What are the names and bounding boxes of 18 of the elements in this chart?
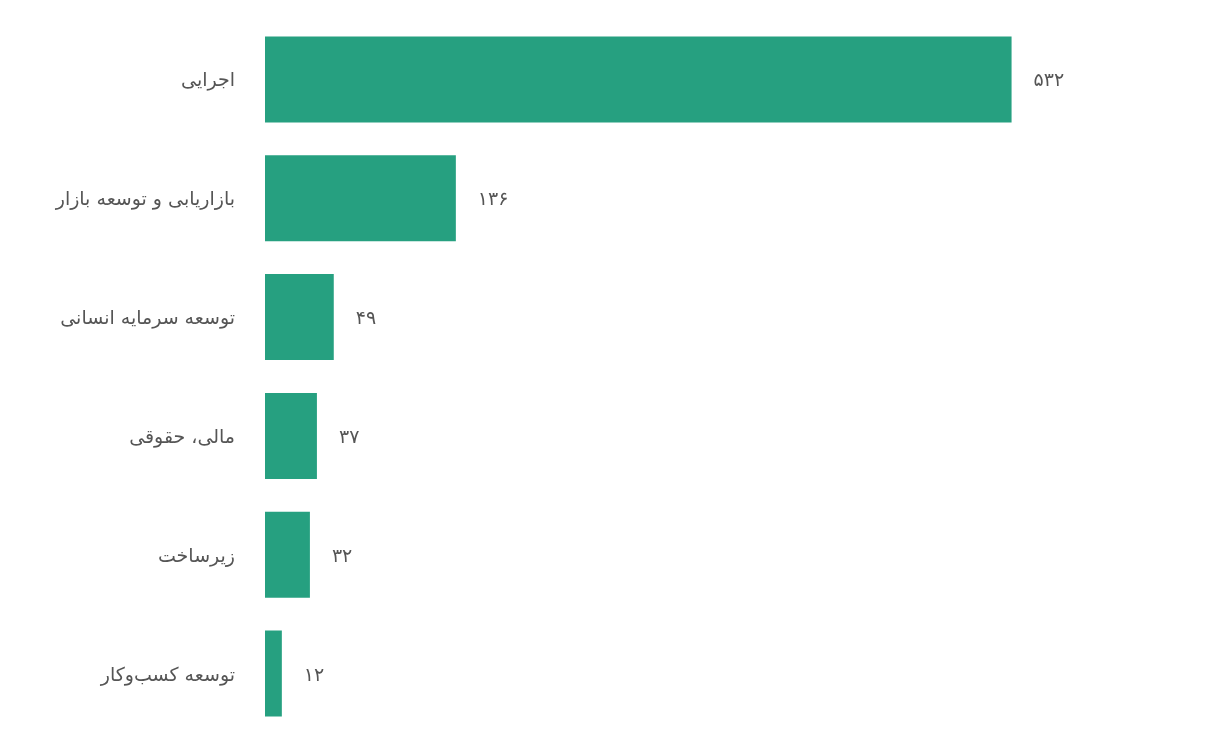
y-tick-label: بازاریابی و توسعه بازار <box>54 187 235 211</box>
bar <box>265 36 1012 123</box>
data-label: ۳۷ <box>338 424 360 447</box>
bar <box>265 392 317 479</box>
y-tick-label: توسعه سرمایه انسانی <box>60 306 235 330</box>
y-tick-label: اجرایی <box>181 68 235 92</box>
y-tick-label: زیرساخت <box>157 543 235 567</box>
bar <box>265 511 310 598</box>
data-label: ۱۲ <box>303 662 325 685</box>
data-label: ۱۳۶ <box>477 187 509 210</box>
data-label: ۵۳۲ <box>1033 68 1065 91</box>
y-tick-label: توسعه کسب‌وکار <box>99 662 235 686</box>
bar <box>265 155 456 242</box>
y-tick-label: مالی، حقوقی <box>129 424 235 448</box>
bar <box>265 630 282 717</box>
bar <box>265 274 334 361</box>
data-label: ۳۲ <box>331 543 353 566</box>
data-label: ۴۹ <box>355 306 377 329</box>
